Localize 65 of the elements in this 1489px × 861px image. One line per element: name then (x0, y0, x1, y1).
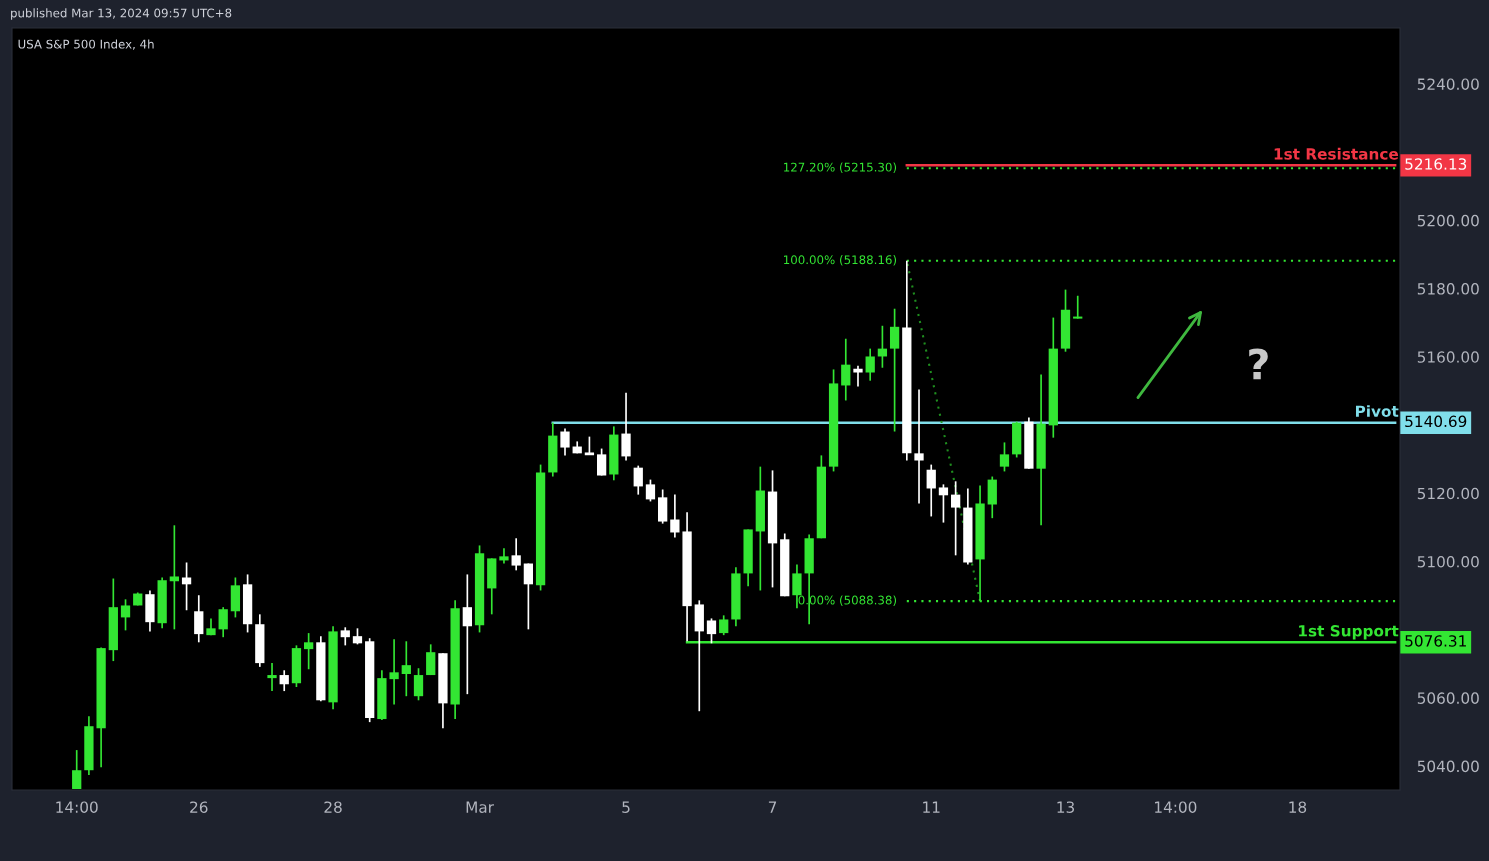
x-tick-label: 14:00 (56, 801, 98, 813)
text: USA S&P 500 Index, 4h (18, 39, 154, 50)
y-tick-label: 5060.00 (1417, 692, 1479, 704)
candlestick (621, 391, 631, 462)
candlestick (926, 463, 936, 518)
data-label: 5140.69 (1405, 415, 1467, 428)
candlestick (889, 307, 900, 433)
candlestick (706, 617, 717, 645)
candlestick (340, 626, 350, 647)
x-tick-label: 14:00 (1155, 801, 1197, 813)
legend-label: 1st Support (1299, 625, 1399, 640)
y-tick-label: 5200.00 (1417, 214, 1479, 227)
data-label: 5076.31 (1405, 635, 1466, 647)
candlestick (853, 364, 863, 388)
candlestick (181, 561, 192, 612)
y-tick-label: 5180.00 (1417, 283, 1479, 295)
y-tick-label: 5120.00 (1417, 487, 1479, 500)
candlestick (499, 547, 509, 565)
candlestick (401, 640, 411, 698)
candlestick (462, 573, 472, 695)
y-tick-label: 5160.00 (1417, 351, 1479, 363)
data-label: 100.00% (5188.16) (784, 255, 897, 266)
candlestick (304, 632, 314, 671)
candlestick (523, 562, 534, 631)
y-tick-label: 5100.00 (1417, 555, 1479, 568)
data-label: 5216.13 (1405, 158, 1467, 170)
candlestick (951, 480, 961, 557)
series-label: 1st Resistance (1274, 147, 1399, 160)
candlestick (719, 614, 729, 636)
x-tick-label: 5 (622, 801, 630, 813)
series-label: Pivot (1355, 405, 1399, 417)
candlestick (218, 606, 228, 639)
text: published Mar 13, 2024 09:57 UTC+8 (11, 8, 232, 20)
x-tick-label: 7 (768, 801, 777, 813)
candlestick (914, 388, 924, 505)
candlestick (999, 441, 1010, 473)
x-tick-label: 13 (1057, 801, 1075, 813)
y-tick-label: 5040.00 (1417, 760, 1479, 773)
candlestick (72, 749, 82, 790)
candlestick (1073, 294, 1083, 320)
y-tick-label: 5240.00 (1417, 78, 1479, 90)
candlestick (426, 643, 436, 676)
candlestick (389, 638, 399, 706)
candlestick (267, 662, 277, 692)
x-tick-label: 11 (923, 801, 940, 813)
candlestick (645, 478, 656, 503)
candlestick (865, 347, 875, 382)
candlestick (841, 337, 851, 402)
x-tick-label: 18 (1289, 801, 1307, 813)
candlestick (279, 669, 289, 692)
candlestick (413, 667, 424, 702)
x-tick-label: Mar (466, 801, 494, 813)
annotation: ? (1249, 348, 1268, 380)
candlestick (169, 524, 179, 631)
candlestick (511, 537, 521, 572)
candlestick (120, 598, 131, 632)
candlestick (596, 447, 607, 477)
candlestick (633, 464, 643, 496)
candlestick (560, 427, 570, 457)
data-label: 127.20% (5215.30) (784, 162, 897, 173)
candlestick (670, 493, 680, 539)
candlestick (194, 594, 204, 644)
x-tick-label: 26 (190, 801, 208, 813)
x-tick-label: 28 (324, 801, 342, 813)
candlestick (938, 483, 949, 524)
